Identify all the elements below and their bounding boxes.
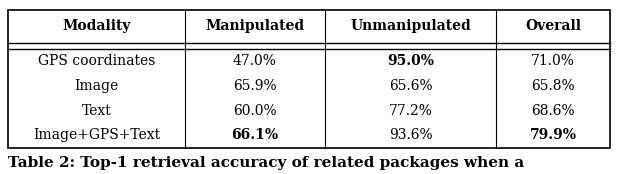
Text: Overall: Overall xyxy=(525,19,581,33)
Text: 79.9%: 79.9% xyxy=(530,128,577,143)
Text: GPS coordinates: GPS coordinates xyxy=(38,54,155,68)
Text: Text: Text xyxy=(81,104,111,118)
Text: Image: Image xyxy=(74,79,118,93)
Text: Modality: Modality xyxy=(62,19,131,33)
Text: 93.6%: 93.6% xyxy=(388,128,432,143)
Text: 66.1%: 66.1% xyxy=(232,128,278,143)
Text: 77.2%: 77.2% xyxy=(388,104,433,118)
Text: Manipulated: Manipulated xyxy=(205,19,305,33)
Text: Table 2: Top-1 retrieval accuracy of related packages when a: Table 2: Top-1 retrieval accuracy of rel… xyxy=(8,156,524,170)
Text: 95.0%: 95.0% xyxy=(387,54,434,68)
Bar xyxy=(8,10,611,148)
Text: 65.8%: 65.8% xyxy=(531,79,575,93)
Text: 68.6%: 68.6% xyxy=(531,104,575,118)
Text: Unmanipulated: Unmanipulated xyxy=(350,19,471,33)
Text: 47.0%: 47.0% xyxy=(233,54,277,68)
Text: 65.9%: 65.9% xyxy=(233,79,276,93)
Text: Image+GPS+Text: Image+GPS+Text xyxy=(33,128,160,143)
Text: 65.6%: 65.6% xyxy=(388,79,432,93)
Text: 71.0%: 71.0% xyxy=(531,54,575,68)
Text: 60.0%: 60.0% xyxy=(233,104,276,118)
